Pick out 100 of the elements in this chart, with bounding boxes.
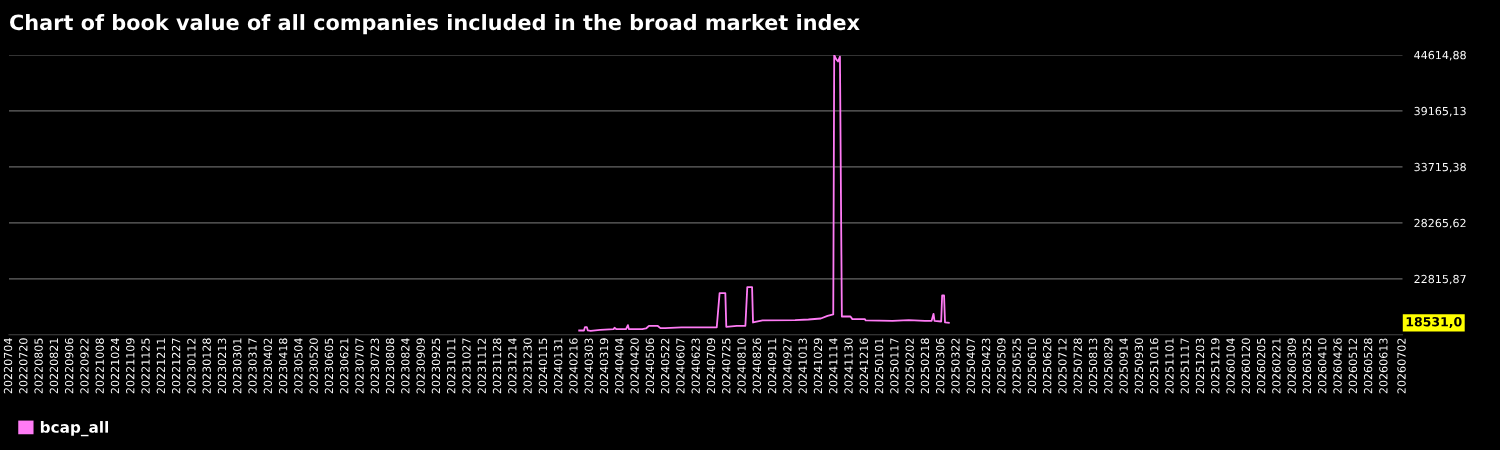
x-tick-label: 20230317: [248, 338, 257, 394]
x-tick-label: 20240623: [691, 338, 700, 394]
x-tick-label: 20250407: [966, 338, 975, 394]
x-tick-label: 20231230: [523, 338, 532, 394]
x-tick-label: 20230520: [309, 338, 318, 394]
x-tick-label: 20251117: [1180, 338, 1189, 394]
y-tick-label: 44614,88: [1414, 50, 1466, 61]
x-tick-label: 20240404: [615, 338, 624, 394]
x-tick-label: 20250813: [1088, 338, 1098, 394]
x-tick-label: 20230605: [324, 338, 334, 394]
x-tick-label: 20250525: [1012, 338, 1021, 394]
x-tick-label: 20250610: [1027, 338, 1037, 394]
x-tick-label: 20230301: [233, 338, 242, 394]
x-tick-label: 20220805: [34, 338, 43, 394]
x-tick-label: 20240131: [553, 338, 563, 394]
x-tick-label: 20240420: [630, 338, 639, 394]
x-tick-label: 20241114: [829, 338, 838, 394]
x-tick-label: 20221008: [95, 338, 104, 394]
x-tick-label: 20241029: [813, 338, 823, 394]
x-tick-label: 20240911: [767, 338, 777, 394]
x-tick-label: 20240810: [737, 338, 746, 394]
x-tick-label: 20230723: [370, 338, 379, 394]
x-tick-label: 20220821: [49, 338, 59, 394]
x-tick-label: 20250829: [1104, 338, 1113, 394]
x-tick-label: 20250117: [890, 338, 899, 394]
x-tick-label: 20230808: [385, 338, 395, 394]
x-tick-label: 20231128: [492, 338, 502, 394]
x-tick-label: 20220704: [3, 338, 13, 394]
x-tick-label: 20230213: [217, 338, 227, 394]
x-tick-label: 20221024: [110, 338, 120, 394]
x-tick-label: 20240607: [676, 338, 685, 394]
x-tick-label: 20220720: [19, 338, 28, 394]
x-tick-label: 20260104: [1226, 338, 1235, 394]
x-tick-label: 20260702: [1397, 338, 1406, 394]
x-tick-label: 20250322: [951, 338, 960, 394]
x-tick-label: 20250218: [920, 338, 930, 394]
x-tick-label: 20230621: [340, 338, 349, 394]
y-tick-label: 33715,38: [1414, 162, 1466, 173]
x-tick-label: 20260528: [1363, 338, 1373, 394]
x-tick-label: 20260325: [1302, 338, 1312, 394]
y-tick-label: 22815,87: [1414, 274, 1466, 285]
x-tick-label: 20230504: [294, 338, 303, 394]
x-tick-label: 20250930: [1134, 338, 1144, 394]
x-tick-label: 20230925: [431, 338, 441, 394]
legend-label: bcap_all: [40, 421, 109, 437]
x-tick-label: 20230112: [187, 338, 196, 394]
x-tick-label: 20251016: [1149, 338, 1159, 394]
x-tick-label: 20240319: [599, 338, 609, 394]
x-tick-label: 20221211: [156, 338, 166, 394]
line-series: [578, 54, 950, 332]
x-tick-label: 20250202: [905, 338, 914, 394]
x-tick-label: 20240826: [752, 338, 762, 394]
x-tick-label: 20260613: [1379, 338, 1388, 394]
x-tick-label: 20230418: [278, 338, 288, 394]
x-tick-label: 20230128: [202, 338, 211, 394]
x-tick-label: 20220906: [64, 338, 74, 394]
x-tick-label: 20231011: [446, 338, 456, 394]
chart-title: Chart of book value of all companies included in the broad market index: [10, 14, 860, 35]
text: 18531,0: [1406, 317, 1462, 329]
x-tick-label: 20230402: [263, 338, 273, 394]
x-tick-label: 20240927: [783, 338, 792, 394]
x-tick-label: 20221227: [171, 338, 181, 394]
x-tick-label: 20240115: [538, 338, 548, 394]
x-tick-label: 20221109: [126, 338, 135, 394]
x-tick-label: 20250712: [1058, 338, 1067, 394]
x-tick-label: 20220922: [80, 338, 89, 394]
x-tick-label: 20240506: [645, 338, 655, 394]
x-tick-label: 20250626: [1042, 338, 1052, 394]
x-tick-label: 20240709: [706, 338, 716, 394]
x-tick-label: 20230707: [355, 338, 364, 394]
x-tick-label: 20260221: [1272, 338, 1281, 394]
x-tick-label: 20250423: [981, 338, 991, 394]
x-tick-label: 20251203: [1195, 338, 1205, 394]
x-tick-label: 20250306: [936, 338, 945, 394]
x-tick-label: 20250509: [997, 338, 1006, 394]
x-tick-label: 20260120: [1241, 338, 1251, 394]
y-tick-label: 28265,62: [1414, 218, 1466, 229]
x-tick-label: 20260410: [1318, 338, 1327, 394]
x-tick-label: 20230909: [416, 338, 425, 394]
x-tick-label: 20221125: [141, 338, 150, 394]
x-tick-label: 20231027: [462, 338, 471, 394]
x-tick-label: 20241013: [798, 338, 807, 394]
x-tick-label: 20231214: [508, 338, 517, 394]
x-tick-label: 20251101: [1165, 338, 1174, 394]
x-tick-label: 20250914: [1119, 338, 1128, 394]
x-tick-label: 20260426: [1333, 338, 1342, 394]
x-tick-label: 20240216: [569, 338, 578, 394]
x-tick-label: 20240725: [722, 338, 731, 394]
x-tick-label: 20241216: [859, 338, 868, 394]
x-tick-label: 20250101: [874, 338, 884, 394]
x-tick-label: 20260309: [1287, 338, 1296, 394]
x-tick-label: 20241130: [844, 338, 853, 394]
x-tick-label: 20240303: [584, 338, 593, 394]
x-tick-label: 20250728: [1073, 338, 1082, 394]
x-tick-label: 20230824: [401, 338, 410, 394]
x-tick-label: 20251219: [1211, 338, 1220, 394]
x-tick-label: 20260205: [1256, 338, 1266, 394]
x-tick-label: 20260512: [1348, 338, 1358, 394]
x-tick-label: 20231112: [477, 338, 486, 394]
x-tick-label: 20240522: [660, 338, 670, 394]
